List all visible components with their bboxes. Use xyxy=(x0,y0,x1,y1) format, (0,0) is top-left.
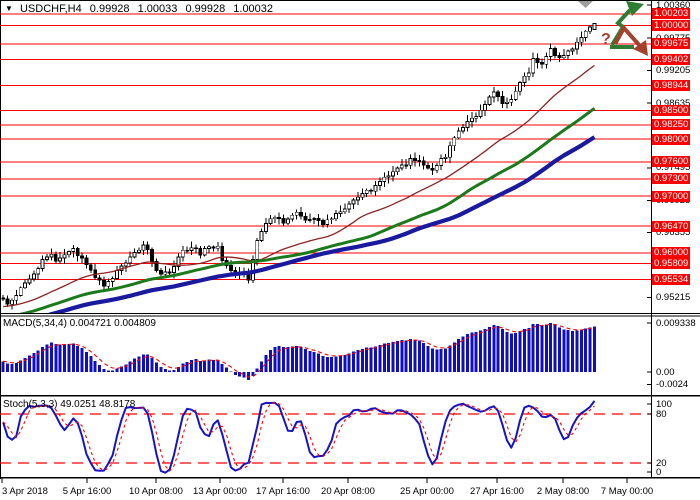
axis-ticks xyxy=(647,4,652,473)
price-level-lines xyxy=(0,13,651,280)
candles-layer xyxy=(1,23,597,310)
question-mark: ? xyxy=(601,31,611,48)
chart-frame xyxy=(0,0,700,479)
forecast-annotations[interactable]: ? xyxy=(578,1,648,56)
panel-separator[interactable] xyxy=(0,477,700,479)
chart-shift-marker-icon[interactable] xyxy=(578,1,593,8)
time-axis-ticks xyxy=(1,478,628,483)
panel-separators[interactable] xyxy=(0,313,700,479)
price-axis[interactable] xyxy=(652,0,700,478)
time-axis[interactable] xyxy=(0,480,700,500)
panel-separator[interactable] xyxy=(0,315,700,317)
macd-histogram xyxy=(1,323,596,381)
macd-signal-line xyxy=(3,323,595,378)
panel-separator[interactable] xyxy=(0,395,700,397)
ma-fast-line xyxy=(3,64,595,308)
panel-separator[interactable] xyxy=(0,313,700,314)
stoch-levels xyxy=(0,413,651,464)
stoch-d-line xyxy=(2,402,595,472)
trend-down-arrow[interactable]: ? xyxy=(601,24,648,56)
ma-mid-line xyxy=(19,107,596,313)
ma-slow-line xyxy=(48,135,596,313)
stoch-k-line xyxy=(2,400,596,474)
